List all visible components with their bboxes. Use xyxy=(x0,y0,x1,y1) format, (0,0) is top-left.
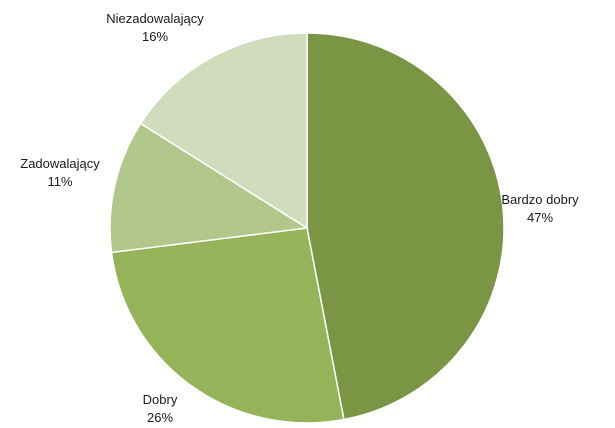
labels-layer: Bardzo dobry 47% Dobry 26% Zadowalający 11% Ni… xyxy=(20,11,579,425)
pie-slice-bardzo-dobry xyxy=(306,32,505,421)
slice-label-dobry: Dobry xyxy=(143,392,178,407)
pie-slice-niezadowalajacy xyxy=(139,32,308,230)
slice-value-dobry: 26% xyxy=(147,410,173,425)
slice-label-zadowalajacy: Zadowalający xyxy=(20,156,100,171)
slices-layer xyxy=(109,32,505,424)
slice-value-niezadowalajacy: 16% xyxy=(142,29,168,44)
pie-slice-dobry xyxy=(110,227,345,424)
slice-value-bardzo-dobry: 47% xyxy=(527,210,553,225)
slice-label-bardzo-dobry: Bardzo dobry xyxy=(501,192,579,207)
slice-value-zadowalajacy: 11% xyxy=(47,174,72,189)
pie-slice-zadowalajacy xyxy=(109,122,310,254)
slice-label-niezadowalajacy: Niezadowalający xyxy=(106,11,204,26)
